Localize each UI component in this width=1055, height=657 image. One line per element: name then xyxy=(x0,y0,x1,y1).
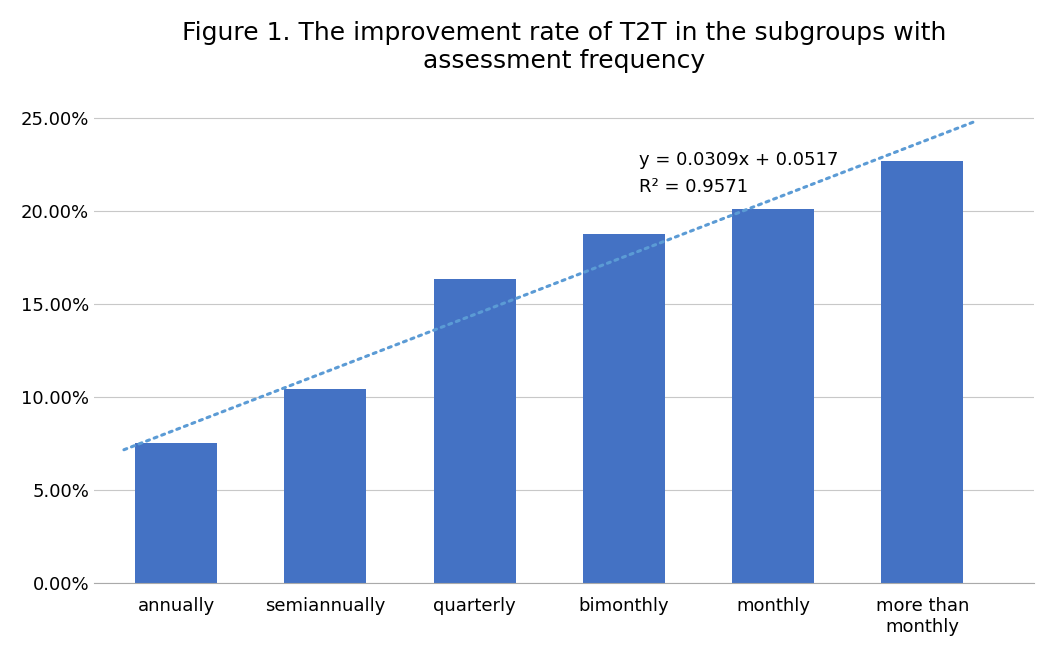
Bar xyxy=(135,443,217,583)
Text: y = 0.0309x + 0.0517
R² = 0.9571: y = 0.0309x + 0.0517 R² = 0.9571 xyxy=(638,151,838,196)
Bar xyxy=(881,160,963,583)
Bar xyxy=(582,234,665,583)
Bar xyxy=(285,389,366,583)
Bar xyxy=(732,209,814,583)
Title: Figure 1. The improvement rate of T2T in the subgroups with
assessment frequency: Figure 1. The improvement rate of T2T in… xyxy=(181,21,946,73)
Bar xyxy=(434,279,516,583)
